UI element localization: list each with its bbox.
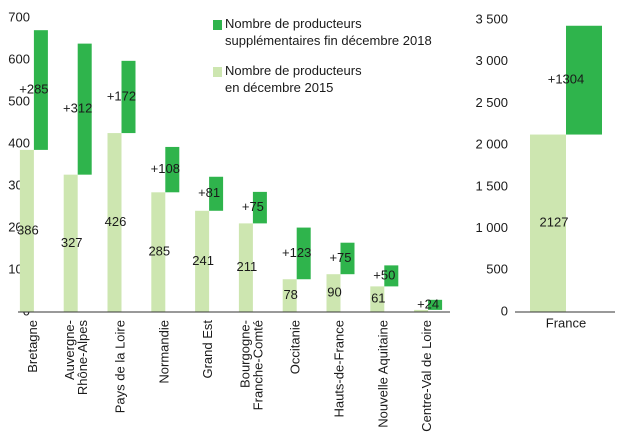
- bar-base: [370, 286, 385, 312]
- bar-added: [566, 25, 602, 135]
- y-tick-label: 3 500: [475, 11, 508, 26]
- bar-base: [19, 149, 34, 312]
- y-tick-label: 500: [8, 93, 30, 108]
- bar-base: [238, 223, 253, 312]
- value-label: 78: [283, 287, 297, 302]
- value-label: +81: [198, 185, 220, 200]
- bar-base: [107, 133, 122, 312]
- x-tick-label: Grand Est: [201, 320, 216, 379]
- value-label: 211: [237, 259, 258, 274]
- value-label: +312: [63, 101, 92, 116]
- value-label: +75: [329, 250, 351, 265]
- bar-added: [121, 60, 136, 134]
- bar-base: [195, 210, 210, 312]
- legend-label: Nombre de producteurs supplémentaires fin…: [225, 16, 432, 48]
- legend-swatch: [213, 67, 222, 77]
- y-tick-label: 1 000: [475, 220, 508, 235]
- legend-swatch: [213, 20, 222, 30]
- x-tick-label: Nouvelle Aquitaine: [376, 320, 391, 428]
- x-tick-label: Normandie: [157, 320, 172, 384]
- bar-base: [151, 192, 166, 312]
- value-label: 327: [61, 235, 83, 250]
- value-label: +285: [19, 81, 48, 96]
- bar-added: [428, 299, 443, 310]
- value-label: 386: [17, 222, 39, 237]
- bar-base: [63, 174, 78, 312]
- x-tick-label: Occitanie: [288, 320, 303, 374]
- x-tick-label: Centre-Val de Loire: [420, 320, 435, 432]
- bar-base: [282, 279, 297, 312]
- value-label: +172: [107, 88, 136, 103]
- value-label: +1304: [548, 72, 585, 87]
- bar-added: [252, 191, 267, 224]
- bar-added: [340, 242, 355, 275]
- y-tick-label: 1 500: [475, 178, 508, 193]
- value-label: 285: [148, 244, 170, 259]
- y-tick-label: 0: [501, 303, 508, 318]
- value-label: +108: [151, 161, 180, 176]
- bar-added: [77, 43, 92, 175]
- y-tick-label: 2 000: [475, 137, 508, 152]
- value-label: +123: [282, 245, 311, 260]
- y-tick-label: 400: [8, 135, 30, 150]
- x-tick-label: Bretagne: [25, 320, 40, 373]
- y-tick-label: 2 500: [475, 95, 508, 110]
- x-tick-label: Pays de la Loire: [113, 320, 128, 413]
- value-label: +24: [417, 296, 439, 311]
- value-label: +75: [242, 199, 264, 214]
- value-label: +50: [373, 267, 395, 282]
- bar-added: [296, 227, 311, 280]
- bar-base: [326, 274, 341, 312]
- value-label: 241: [192, 253, 214, 268]
- bar-added: [165, 146, 180, 193]
- bar-base: [530, 134, 566, 312]
- value-label: 2127: [540, 215, 569, 230]
- bar-base: [414, 309, 429, 312]
- x-tick-label: France: [546, 315, 586, 330]
- legend-label: Nombre de producteurs en décembre 2015: [225, 63, 362, 95]
- value-label: 426: [105, 214, 127, 229]
- x-tick-label: Hauts-de-France: [332, 320, 347, 418]
- value-label: 61: [371, 291, 385, 306]
- y-tick-label: 600: [8, 51, 30, 66]
- bar-added: [384, 265, 399, 287]
- y-tick-label: 700: [8, 9, 30, 24]
- x-tick-label: Bourgogne-Franche-Comté: [238, 320, 266, 410]
- x-tick-label: Auvergne-Rhône-Alpes: [63, 320, 91, 396]
- y-tick-label: 500: [486, 262, 508, 277]
- value-label: 90: [327, 285, 341, 300]
- y-tick-label: 3 000: [475, 53, 508, 68]
- bar-added: [33, 30, 48, 150]
- bar-added: [209, 176, 224, 211]
